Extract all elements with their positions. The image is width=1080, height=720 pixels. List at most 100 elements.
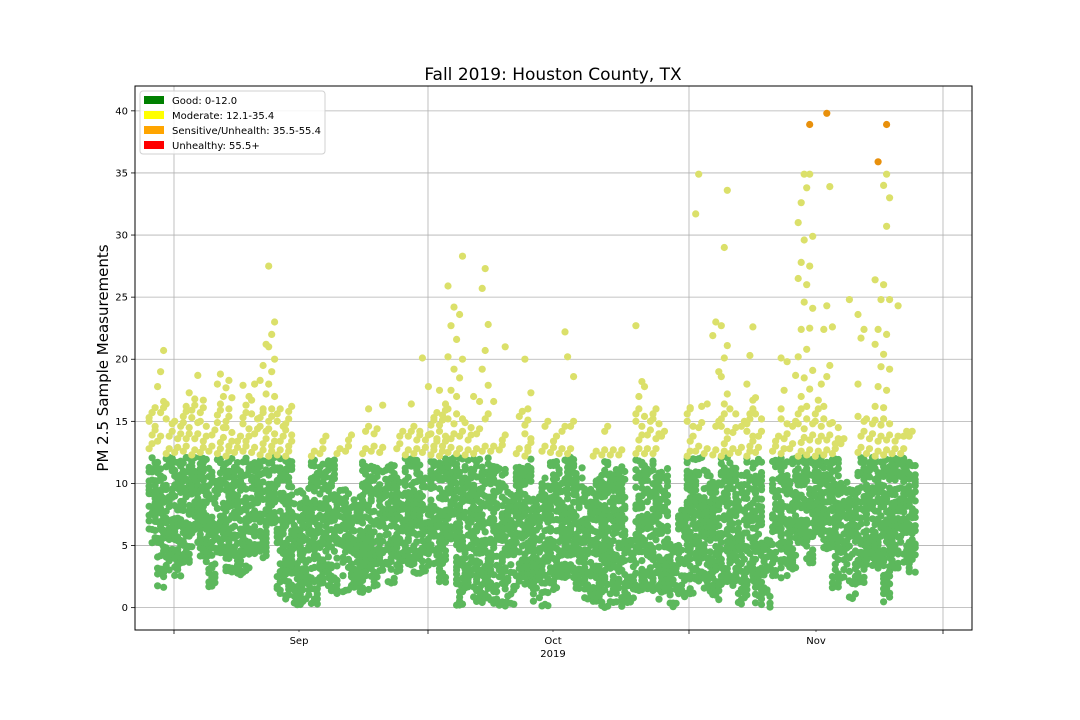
- moderate-point: [746, 351, 754, 360]
- moderate-point: [262, 435, 270, 443]
- moderate-point: [456, 445, 464, 453]
- good-point: [470, 503, 478, 511]
- good-point: [233, 459, 242, 467]
- good-point: [734, 519, 743, 527]
- moderate-point: [720, 243, 728, 252]
- good-point: [538, 532, 546, 541]
- good-point: [868, 498, 877, 506]
- good-point: [162, 544, 170, 552]
- good-point: [604, 580, 612, 589]
- good-point: [461, 463, 469, 471]
- good-point: [555, 496, 563, 504]
- moderate-point: [883, 170, 891, 178]
- good-point: [675, 541, 683, 550]
- good-point: [555, 466, 563, 474]
- good-point: [313, 595, 321, 603]
- moderate-point: [806, 262, 814, 270]
- moderate-point: [860, 325, 868, 333]
- good-point: [248, 494, 256, 502]
- good-point: [367, 473, 375, 481]
- moderate-point: [453, 392, 461, 401]
- good-point: [686, 469, 694, 477]
- good-point: [584, 520, 592, 529]
- good-point: [324, 504, 332, 512]
- moderate-point: [370, 442, 378, 450]
- moderate-point: [259, 361, 267, 370]
- good-point: [370, 528, 378, 536]
- good-point: [424, 550, 432, 558]
- moderate-point: [268, 405, 276, 413]
- moderate-point: [418, 354, 426, 362]
- good-point: [894, 559, 902, 567]
- good-point: [632, 483, 640, 491]
- good-point: [248, 473, 256, 481]
- good-point: [729, 526, 737, 534]
- data-points: [145, 109, 919, 612]
- good-point: [601, 466, 609, 474]
- moderate-point: [151, 422, 159, 430]
- moderate-point: [797, 405, 805, 413]
- good-point: [307, 574, 315, 582]
- moderate-point: [570, 373, 578, 381]
- moderate-point: [692, 210, 700, 218]
- good-point: [145, 463, 153, 472]
- good-point: [245, 564, 253, 572]
- good-point: [160, 534, 168, 542]
- moderate-point: [814, 447, 822, 455]
- good-point: [883, 538, 891, 546]
- good-point: [792, 551, 800, 559]
- good-point: [529, 597, 538, 605]
- good-point: [211, 560, 219, 568]
- good-point: [330, 456, 338, 464]
- moderate-point: [194, 430, 202, 438]
- good-point: [734, 502, 743, 510]
- moderate-point: [379, 443, 387, 451]
- good-point: [376, 481, 384, 489]
- legend-label: Unhealthy: 55.5+: [172, 141, 260, 152]
- good-point: [333, 554, 341, 562]
- good-point: [245, 516, 253, 525]
- moderate-point: [396, 440, 404, 448]
- moderate-point: [883, 330, 891, 338]
- good-point: [717, 460, 725, 468]
- good-point: [305, 591, 313, 599]
- moderate-point: [783, 358, 791, 366]
- moderate-point: [652, 405, 660, 413]
- moderate-point: [347, 431, 356, 439]
- good-point: [751, 555, 760, 563]
- good-point: [581, 559, 589, 567]
- legend-swatch: [144, 126, 164, 134]
- moderate-point: [222, 424, 230, 432]
- moderate-point: [154, 383, 162, 391]
- moderate-point: [820, 402, 828, 410]
- moderate-point: [689, 432, 697, 440]
- moderate-point: [211, 426, 219, 434]
- moderate-point: [689, 422, 697, 430]
- good-point: [447, 506, 455, 515]
- good-point: [515, 500, 523, 508]
- good-point: [743, 591, 751, 599]
- moderate-point: [809, 232, 817, 240]
- moderate-point: [416, 427, 424, 435]
- good-point: [845, 495, 854, 503]
- good-point: [845, 577, 854, 585]
- moderate-point: [310, 447, 318, 455]
- good-point: [447, 531, 455, 539]
- good-point: [179, 459, 187, 467]
- good-point: [908, 536, 916, 544]
- moderate-point: [561, 328, 569, 336]
- good-point: [570, 456, 578, 464]
- good-point: [390, 574, 398, 582]
- good-point: [515, 577, 523, 585]
- good-point: [162, 481, 170, 489]
- moderate-point: [723, 427, 731, 435]
- good-point: [891, 491, 899, 499]
- good-point: [572, 512, 580, 520]
- good-point: [299, 521, 307, 529]
- good-point: [905, 488, 913, 496]
- good-point: [851, 507, 860, 516]
- moderate-point: [265, 262, 273, 270]
- moderate-point: [757, 427, 766, 435]
- good-point: [703, 468, 711, 476]
- good-point: [663, 472, 672, 480]
